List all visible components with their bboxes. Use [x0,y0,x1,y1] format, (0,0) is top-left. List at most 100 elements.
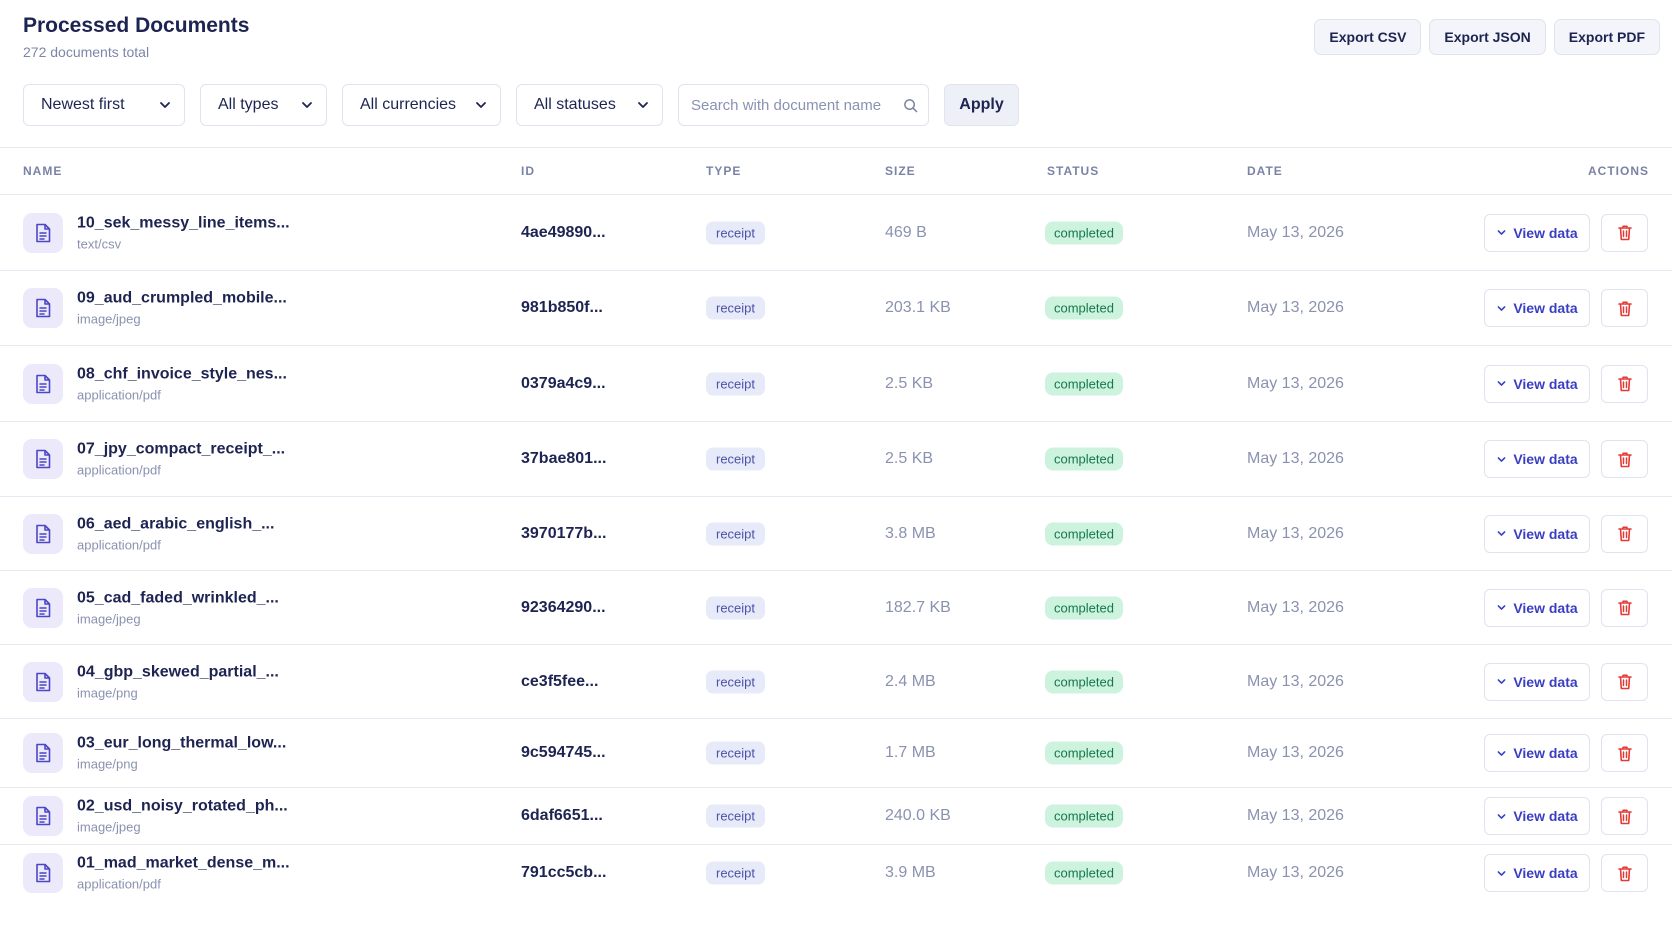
delete-button[interactable] [1601,440,1648,478]
search-box [678,84,929,126]
header-divider [0,147,1672,148]
delete-button[interactable] [1601,854,1648,892]
view-data-label: View data [1513,224,1578,241]
document-mime-type: image/png [77,685,138,700]
document-id: 92364290... [521,598,606,616]
view-data-button[interactable]: View data [1484,514,1590,553]
chevron-down-icon [160,102,170,108]
view-data-button[interactable]: View data [1484,662,1590,701]
type-badge: receipt [706,670,766,693]
document-mime-type: image/jpeg [77,311,141,327]
document-name[interactable]: 03_eur_long_thermal_low... [77,734,287,752]
currency-select[interactable]: All currencies [342,84,501,126]
file-text-icon [23,661,63,702]
view-data-label: View data [1513,375,1578,392]
type-badge: receipt [706,221,766,244]
view-data-button[interactable]: View data [1484,213,1590,252]
trash-icon [1617,376,1632,392]
document-size: 182.7 KB [885,598,951,616]
document-name-cell: 04_gbp_skewed_partial_... image/png [77,663,279,700]
document-id: 791cc5cb... [521,864,607,881]
view-data-button[interactable]: View data [1484,289,1590,327]
document-name[interactable]: 04_gbp_skewed_partial_... [77,663,279,680]
trash-icon [1617,526,1632,542]
delete-button[interactable] [1601,289,1648,327]
page-title: Processed Documents [23,14,250,37]
status-badge: completed [1045,372,1123,395]
view-data-button[interactable]: View data [1484,797,1590,835]
status-select[interactable]: All statuses [516,84,663,126]
document-size: 2.5 KB [885,450,934,467]
status-badge: completed [1045,670,1123,693]
type-badge: receipt [706,372,766,395]
document-date: May 13, 2026 [1247,807,1344,824]
document-size: 3.9 MB [885,864,936,881]
document-name[interactable]: 02_usd_noisy_rotated_ph... [77,797,288,815]
export-pdf-button[interactable]: Export PDF [1553,19,1660,55]
apply-button[interactable]: Apply [944,84,1019,126]
chevron-down-icon [1497,230,1506,235]
document-name[interactable]: 07_jpy_compact_receipt_... [77,440,286,458]
file-text-icon [23,363,63,404]
document-name[interactable]: 08_chf_invoice_style_nes... [77,365,287,382]
delete-button[interactable] [1601,514,1648,553]
document-size: 2.5 KB [885,374,934,392]
view-data-button[interactable]: View data [1484,854,1590,892]
view-data-button[interactable]: View data [1484,440,1590,478]
document-mime-type: application/pdf [77,876,161,892]
table-row: 01_mad_market_dense_m... application/pdf… [0,845,1672,901]
type-select-value: All types [218,96,279,113]
file-text-icon [23,288,63,328]
table-row: 04_gbp_skewed_partial_... image/png ce3f… [0,645,1672,719]
status-select-value: All statuses [534,96,616,113]
delete-button[interactable] [1601,364,1648,403]
table-row: 02_usd_noisy_rotated_ph... image/jpeg 6d… [0,788,1672,845]
file-text-icon [23,733,63,773]
chevron-down-icon [1497,531,1506,536]
document-id: 37bae801... [521,450,607,467]
view-data-label: View data [1513,599,1578,616]
delete-button[interactable] [1601,797,1648,835]
search-input[interactable] [691,96,903,114]
chevron-down-icon [1497,605,1506,610]
document-size: 203.1 KB [885,299,951,316]
view-data-button[interactable]: View data [1484,588,1590,627]
trash-icon [1617,225,1632,241]
document-name[interactable]: 05_cad_faded_wrinkled_... [77,589,279,606]
chevron-down-icon [1497,305,1506,311]
document-name[interactable]: 06_aed_arabic_english_... [77,515,275,532]
document-mime-type: application/pdf [77,387,161,402]
document-id: ce3f5fee... [521,672,599,690]
document-size: 469 B [885,223,927,241]
document-mime-type: application/pdf [77,462,161,478]
column-header-type: TYPE [706,164,742,178]
chevron-down-icon [302,102,312,108]
document-date: May 13, 2026 [1247,864,1344,881]
chevron-down-icon [1497,870,1506,876]
view-data-button[interactable]: View data [1484,734,1590,772]
delete-button[interactable] [1601,213,1648,252]
document-name[interactable]: 09_aud_crumpled_mobile... [77,289,287,307]
export-json-button[interactable]: Export JSON [1429,19,1546,55]
status-badge: completed [1045,596,1123,619]
export-csv-button[interactable]: Export CSV [1314,19,1422,55]
delete-button[interactable] [1601,588,1648,627]
document-size: 2.4 MB [885,672,936,690]
document-name[interactable]: 01_mad_market_dense_m... [77,854,290,872]
type-badge: receipt [706,447,766,471]
delete-button[interactable] [1601,734,1648,772]
type-select[interactable]: All types [200,84,327,126]
view-data-button[interactable]: View data [1484,364,1590,403]
file-text-icon [23,513,63,554]
document-mime-type: image/png [77,756,138,772]
delete-button[interactable] [1601,662,1648,701]
view-data-label: View data [1513,300,1578,316]
trash-icon [1617,600,1632,616]
sort-select[interactable]: Newest first [23,84,185,126]
document-name-cell: 01_mad_market_dense_m... application/pdf [77,855,290,892]
type-badge: receipt [706,861,766,885]
file-text-icon [23,439,63,479]
document-name[interactable]: 10_sek_messy_line_items... [77,214,290,231]
document-date: May 13, 2026 [1247,299,1344,316]
column-header-size: SIZE [885,164,916,178]
